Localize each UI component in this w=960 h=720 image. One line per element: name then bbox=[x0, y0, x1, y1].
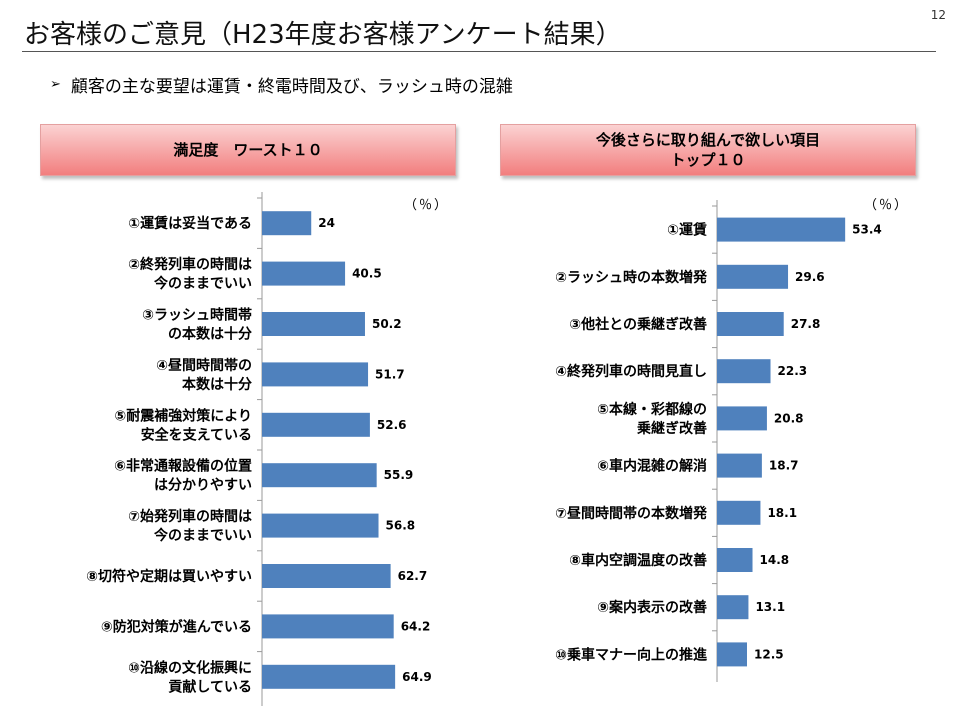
value-label: 56.8 bbox=[386, 519, 416, 533]
value-label: 13.1 bbox=[755, 600, 785, 614]
bar bbox=[262, 412, 370, 437]
value-label: 24 bbox=[318, 216, 335, 230]
page-number: 12 bbox=[930, 8, 946, 22]
bar bbox=[262, 513, 379, 538]
category-label: ⑨防犯対策が進んでいる bbox=[101, 618, 252, 635]
left-bar-chart: 24 ①運賃は妥当である 40.5 ②終発列車の時間は今のままでいい 50.2 ③ラッシュ… bbox=[86, 192, 432, 706]
category-label: ②ラッシュ時の本数増発 bbox=[555, 269, 708, 286]
bar bbox=[262, 362, 369, 387]
value-label: 51.7 bbox=[375, 367, 405, 381]
category-label: ⑦始発列車の時間は今のままでいい bbox=[128, 508, 252, 544]
bar bbox=[717, 595, 749, 620]
category-label: ④昼間時間帯の本数は十分 bbox=[156, 357, 252, 393]
category-label: ⑤本線・彩都線の乗継ぎ改善 bbox=[597, 401, 707, 437]
value-label: 29.6 bbox=[795, 270, 825, 284]
bar bbox=[717, 642, 747, 667]
category-label: ②終発列車の時間は今のままでいい bbox=[128, 256, 252, 292]
category-label: ④終発列車の時間見直し bbox=[555, 363, 707, 380]
left-chart-header: 満足度 ワースト１０ bbox=[40, 124, 456, 176]
category-label: ③他社との乗継ぎ改善 bbox=[569, 316, 707, 333]
bar bbox=[262, 211, 312, 236]
bar bbox=[717, 359, 771, 384]
bar bbox=[717, 500, 761, 525]
value-label: 55.9 bbox=[384, 468, 414, 482]
bar bbox=[262, 614, 394, 639]
value-label: 12.5 bbox=[754, 647, 784, 661]
right-unit-label: （％） bbox=[864, 198, 910, 213]
value-label: 40.5 bbox=[352, 267, 382, 281]
value-label: 64.2 bbox=[401, 619, 431, 633]
value-label: 52.6 bbox=[377, 418, 407, 432]
category-label: ⑨案内表示の改善 bbox=[597, 599, 707, 616]
bar bbox=[262, 664, 396, 689]
value-label: 14.8 bbox=[760, 553, 790, 567]
bar bbox=[717, 312, 784, 336]
bar bbox=[262, 463, 377, 488]
bar bbox=[262, 564, 391, 588]
bar bbox=[717, 217, 846, 242]
right-bar-chart: 53.4 ①運賃 29.6 ②ラッシュ時の本数増発 27.8 ③他社との乗継ぎ改善 22.3… bbox=[555, 200, 882, 682]
category-label: ⑦昼間時間帯の本数増発 bbox=[555, 505, 708, 522]
value-label: 64.9 bbox=[402, 670, 432, 684]
value-label: 27.8 bbox=[791, 317, 821, 331]
value-label: 18.7 bbox=[769, 459, 799, 473]
value-label: 18.1 bbox=[767, 506, 797, 520]
category-label: ①運賃は妥当である bbox=[128, 215, 252, 232]
category-label: ⑩乗車マナー向上の推進 bbox=[555, 646, 707, 663]
bar bbox=[717, 548, 753, 572]
summary-text: 顧客の主な要望は運賃・終電時間及び、ラッシュ時の混雑 bbox=[70, 77, 513, 97]
category-label: ⑧切符や定期は買いやすい bbox=[86, 568, 252, 585]
category-label: ⑥非常通報設備の位置は分かりやすい bbox=[114, 458, 252, 494]
bar bbox=[717, 406, 767, 431]
value-label: 62.7 bbox=[398, 569, 428, 583]
category-label: ⑩沿線の文化振興に貢献している bbox=[128, 659, 252, 695]
title-divider bbox=[22, 51, 936, 52]
category-label: ⑥車内混雑の解消 bbox=[597, 458, 707, 475]
bar bbox=[717, 453, 762, 478]
category-label: ③ラッシュ時間帯の本数は十分 bbox=[142, 307, 252, 343]
bar bbox=[262, 261, 346, 286]
bar bbox=[262, 312, 365, 336]
bar bbox=[717, 264, 789, 289]
value-label: 20.8 bbox=[774, 411, 804, 425]
value-label: 53.4 bbox=[852, 223, 882, 237]
category-label: ⑤耐震補強対策により安全を支えている bbox=[114, 407, 252, 443]
right-chart-header: 今後さらに取り組んで欲しい項目 トップ１０ bbox=[500, 124, 916, 176]
value-label: 22.3 bbox=[778, 364, 808, 378]
category-label: ①運賃 bbox=[667, 222, 707, 239]
value-label: 50.2 bbox=[372, 317, 402, 331]
summary-bullet: ➢ 顧客の主な要望は運賃・終電時間及び、ラッシュ時の混雑 bbox=[50, 72, 513, 97]
left-unit-label: （％） bbox=[404, 198, 450, 213]
category-label: ⑧車内空調温度の改善 bbox=[569, 552, 707, 569]
arrow-bullet-icon: ➢ bbox=[50, 77, 61, 92]
slide-title: お客様のご意見（H23年度お客様アンケート結果） bbox=[24, 20, 622, 50]
